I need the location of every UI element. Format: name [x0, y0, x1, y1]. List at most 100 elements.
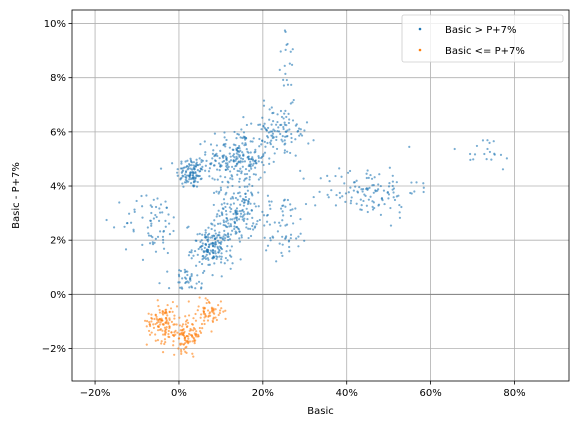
point-above [180, 162, 183, 165]
point-above [258, 145, 261, 148]
point-below [187, 337, 190, 340]
point-above [262, 214, 266, 217]
point-above [389, 206, 392, 210]
point-above [269, 239, 272, 242]
legend-label-below: Basic <= P+7% [445, 46, 525, 57]
point-above [213, 178, 216, 181]
point-above [232, 160, 235, 163]
point-above [481, 139, 485, 142]
point-below [222, 310, 225, 313]
point-above [226, 180, 229, 183]
point-below [173, 353, 176, 356]
point-above [162, 247, 166, 250]
point-above [266, 126, 270, 130]
point-above [377, 204, 380, 207]
point-below [163, 338, 167, 341]
point-above [269, 141, 272, 144]
point-above [227, 238, 230, 242]
point-above [270, 130, 274, 133]
point-above [226, 259, 229, 262]
point-above [225, 213, 228, 216]
point-above [282, 214, 285, 217]
point-above [208, 251, 211, 255]
point-above [275, 260, 278, 263]
point-above [300, 134, 304, 137]
point-above [177, 273, 181, 276]
point-above [159, 167, 163, 170]
point-above [219, 261, 223, 264]
point-above [271, 111, 274, 115]
point-above [251, 216, 254, 219]
point-below [163, 326, 166, 329]
point-above [206, 240, 210, 243]
point-above [312, 139, 315, 142]
point-above [213, 132, 217, 135]
point-above [208, 232, 211, 236]
point-above [147, 232, 150, 235]
point-below [199, 331, 203, 335]
point-above [245, 222, 248, 226]
point-above [249, 234, 253, 238]
point-above [213, 262, 216, 265]
point-above [283, 112, 286, 115]
y-tick-label: 8% [50, 73, 66, 84]
point-above [225, 220, 228, 223]
point-above [243, 213, 246, 216]
point-above [264, 128, 267, 131]
point-below [167, 332, 170, 336]
point-above [236, 227, 240, 230]
point-above [211, 236, 214, 239]
point-above [252, 137, 255, 140]
point-above [190, 251, 193, 254]
point-above [188, 178, 191, 181]
point-above [201, 233, 204, 236]
point-below [165, 325, 168, 329]
point-above [231, 154, 235, 157]
point-below [182, 343, 186, 346]
point-above [148, 242, 152, 245]
point-below [145, 343, 148, 346]
point-above [367, 198, 370, 201]
point-above [260, 161, 264, 164]
point-below [152, 326, 156, 329]
point-below [186, 339, 189, 343]
legend: Basic > P+7% Basic <= P+7% [401, 14, 564, 63]
point-above [270, 123, 273, 126]
point-above [249, 227, 252, 230]
point-above [237, 153, 240, 156]
point-above [141, 205, 144, 208]
point-above [233, 167, 236, 170]
point-below [179, 348, 183, 351]
point-above [234, 232, 237, 235]
point-above [295, 237, 298, 240]
point-above [235, 162, 238, 165]
point-above [281, 210, 284, 213]
point-above [365, 172, 368, 175]
point-above [187, 254, 191, 257]
point-above [204, 151, 207, 154]
point-above [340, 175, 343, 178]
point-above [168, 232, 172, 236]
point-above [273, 152, 276, 155]
point-above [231, 218, 234, 221]
point-above [184, 175, 187, 179]
point-below [156, 329, 160, 332]
point-below [181, 323, 185, 326]
point-below [197, 305, 200, 308]
point-above [413, 190, 416, 193]
point-above [285, 78, 288, 82]
point-above [212, 191, 216, 194]
point-above [189, 167, 192, 170]
point-above [398, 216, 402, 219]
point-above [371, 205, 374, 208]
point-above [229, 249, 232, 252]
point-above [221, 180, 224, 184]
point-above [242, 116, 245, 119]
point-below [154, 322, 157, 326]
point-above [229, 170, 232, 173]
point-above [230, 165, 234, 169]
point-above [238, 240, 242, 243]
point-above [365, 204, 368, 207]
point-below [201, 327, 204, 330]
point-below [210, 310, 214, 313]
